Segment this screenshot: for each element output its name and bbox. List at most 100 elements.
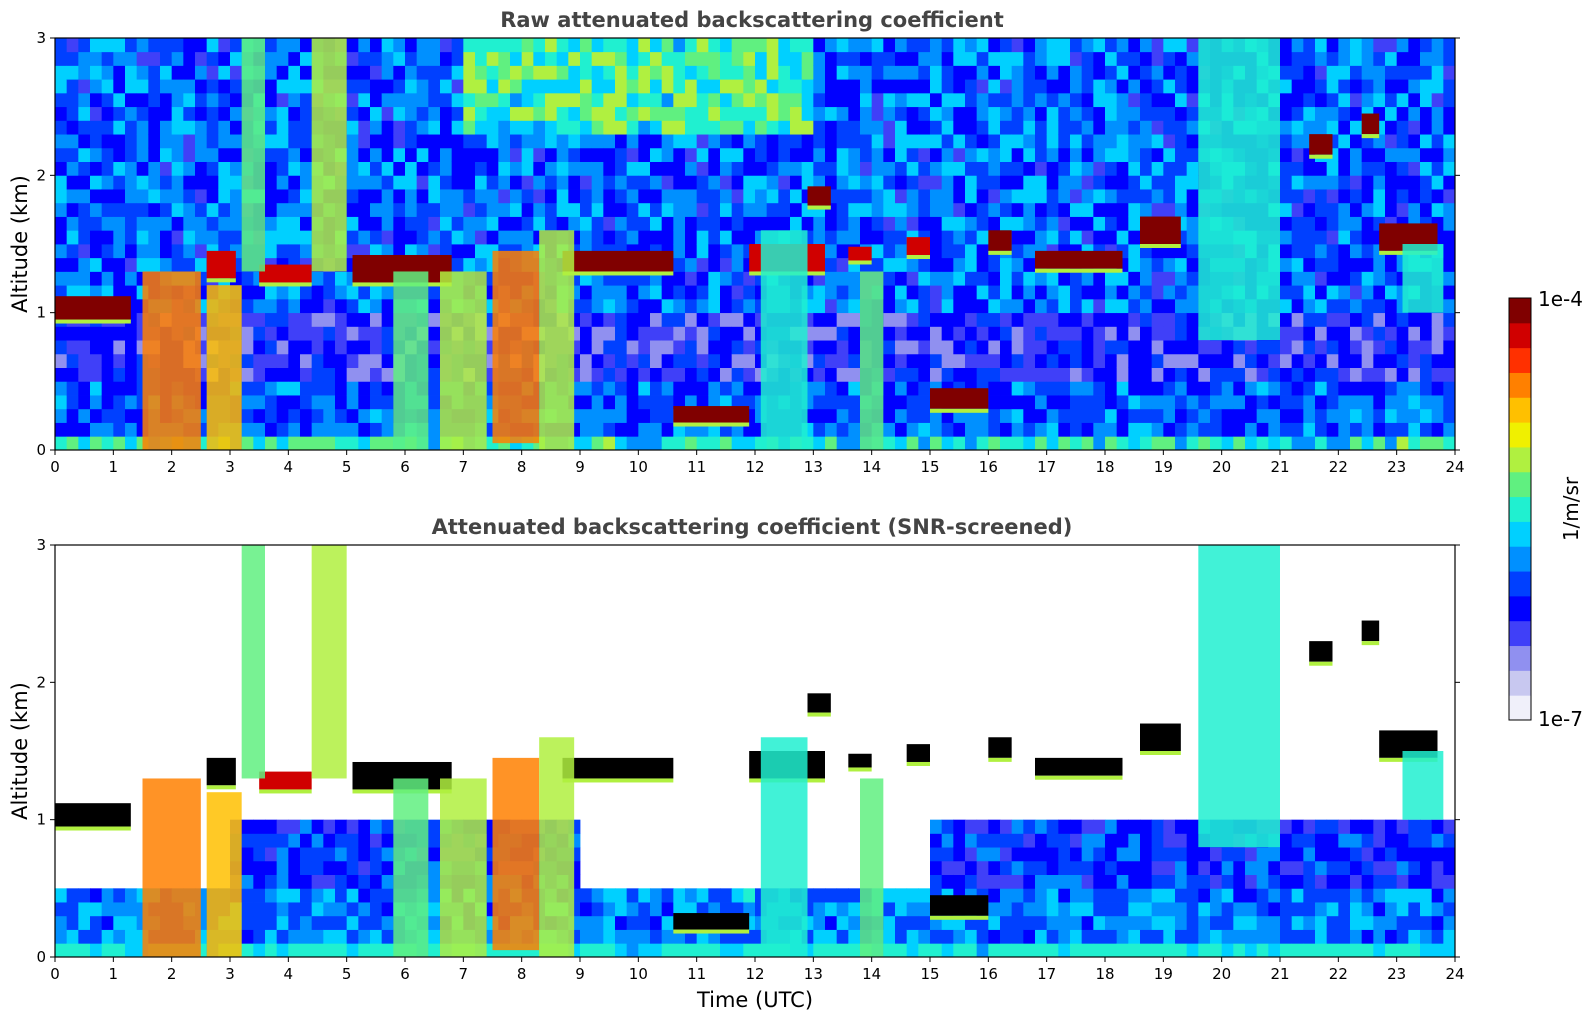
background-cell: [265, 436, 278, 451]
background-cell: [1221, 422, 1234, 437]
background-cell: [416, 38, 429, 53]
background-cell: [381, 134, 394, 149]
background-cell: [1420, 847, 1433, 862]
background-cell: [475, 230, 488, 245]
background-cell: [1198, 408, 1211, 423]
background-cell: [370, 367, 383, 382]
background-cell: [323, 271, 336, 286]
panel-screened-xaxis: 0 1 2 3 4 5 6 7 8 9 10 11 12 13 14 15 16 17 18 19 20 21 22 23 24: [50, 957, 1465, 983]
background-cell: [1058, 65, 1071, 80]
background-cell: [346, 285, 359, 300]
background-cell: [1140, 436, 1153, 451]
background-cell: [323, 436, 336, 451]
background-cell: [685, 888, 698, 903]
background-cell: [1093, 353, 1106, 368]
background-cell: [1326, 902, 1339, 917]
background-cell: [731, 943, 744, 958]
background-cell: [1338, 216, 1351, 231]
background-cell: [1151, 340, 1164, 355]
background-cell: [265, 367, 278, 382]
background-cell: [113, 120, 126, 135]
background-cell: [370, 147, 383, 162]
background-cell: [1000, 51, 1013, 66]
background-cell: [708, 244, 721, 259]
background-cell: [288, 189, 301, 204]
background-cell: [78, 175, 91, 190]
x-tick-label: 7: [459, 965, 469, 983]
layer-halo: [259, 282, 312, 287]
background-cell: [381, 106, 394, 121]
background-cell: [1093, 860, 1106, 875]
background-cell: [1221, 888, 1234, 903]
background-cell: [1163, 353, 1176, 368]
background-cell: [253, 874, 266, 889]
background-cell: [1011, 819, 1024, 834]
background-cell: [1210, 915, 1223, 930]
background-cell: [148, 230, 161, 245]
background-cell: [591, 422, 604, 437]
background-cell: [1023, 216, 1036, 231]
background-cell: [1151, 915, 1164, 930]
background-cell: [696, 134, 709, 149]
background-cell: [1361, 202, 1374, 217]
background-cell: [988, 216, 1001, 231]
background-cell: [1163, 340, 1176, 355]
background-cell: [603, 326, 616, 341]
background-cell: [1128, 92, 1141, 108]
x-tick-label: 6: [400, 965, 410, 983]
background-cell: [766, 120, 779, 135]
background-cell: [615, 395, 628, 410]
background-cell: [1140, 888, 1153, 903]
background-cell: [615, 888, 628, 903]
background-cell: [370, 202, 383, 217]
background-cell: [1210, 943, 1223, 958]
background-cell: [521, 120, 534, 135]
background-cell: [743, 79, 756, 94]
background-cell: [615, 367, 628, 382]
background-cell: [1186, 216, 1199, 231]
background-cell: [358, 202, 371, 217]
background-cell: [1256, 367, 1269, 382]
background-cell: [241, 312, 254, 327]
background-cell: [1291, 38, 1304, 53]
backscatter-layer: [562, 757, 674, 779]
background-cell: [813, 120, 826, 135]
background-cell: [1128, 915, 1141, 930]
background-cell: [1058, 51, 1071, 66]
background-cell: [895, 353, 908, 368]
background-cell: [1163, 929, 1176, 944]
background-cell: [1245, 874, 1258, 889]
background-cell: [486, 120, 499, 135]
background-cell: [1070, 340, 1083, 355]
background-cell: [1011, 833, 1024, 848]
background-cell: [498, 216, 511, 231]
background-cell: [965, 65, 978, 80]
background-cell: [941, 120, 954, 135]
background-cell: [825, 902, 838, 917]
background-cell: [1373, 312, 1386, 327]
background-cell: [1011, 79, 1024, 94]
background-cell: [1280, 353, 1293, 368]
background-cell: [1093, 216, 1106, 231]
background-cell: [871, 175, 884, 190]
background-cell: [463, 92, 476, 108]
background-cell: [1326, 367, 1339, 382]
background-cell: [1268, 381, 1281, 396]
background-cell: [1070, 833, 1083, 848]
background-cell: [661, 92, 674, 108]
background-cell: [90, 51, 103, 66]
layer-halo: [1035, 268, 1123, 273]
background-cell: [1396, 847, 1409, 862]
background-cell: [1035, 161, 1048, 176]
background-cell: [1081, 395, 1094, 410]
background-cell: [136, 175, 149, 190]
background-cell: [1058, 189, 1071, 204]
background-cell: [370, 395, 383, 410]
background-cell: [1385, 353, 1398, 368]
background-cell: [253, 326, 266, 341]
background-cell: [206, 38, 219, 53]
background-cell: [638, 340, 651, 355]
background-cell: [1023, 92, 1036, 108]
background-cell: [276, 312, 289, 327]
background-cell: [405, 65, 418, 80]
